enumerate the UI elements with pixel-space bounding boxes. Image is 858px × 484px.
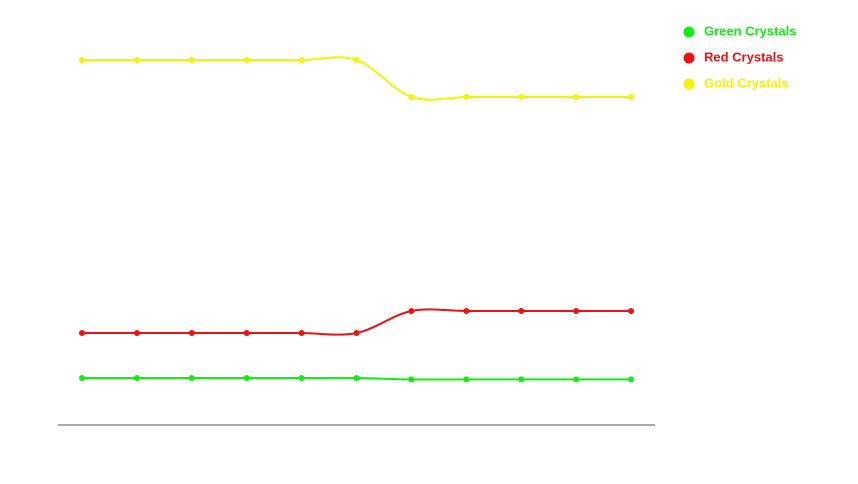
legend-marker — [683, 78, 695, 90]
data-point — [188, 375, 195, 381]
data-point — [243, 330, 250, 336]
data-point — [243, 57, 250, 63]
data-point — [628, 376, 634, 383]
legend-label: Green Crystals — [704, 23, 797, 38]
data-point — [463, 376, 470, 383]
data-point — [79, 57, 85, 63]
data-point — [408, 376, 415, 383]
data-point — [628, 94, 634, 100]
data-point — [188, 330, 195, 336]
data-point — [518, 376, 525, 383]
data-point — [518, 308, 525, 314]
data-point — [298, 57, 305, 63]
data-point — [353, 57, 360, 63]
data-point — [408, 94, 415, 100]
data-point — [573, 376, 580, 383]
data-point — [79, 330, 85, 336]
legend-label: Gold Crystals — [704, 75, 789, 90]
data-point — [188, 57, 195, 63]
data-point — [573, 94, 580, 100]
series-line — [82, 56, 631, 101]
data-point — [133, 375, 140, 381]
data-point — [518, 94, 525, 100]
data-point — [353, 375, 360, 381]
legend-marker — [683, 26, 695, 38]
data-point — [408, 308, 415, 314]
data-point — [463, 94, 470, 100]
data-point — [463, 308, 470, 314]
data-point — [628, 308, 634, 314]
data-point — [298, 375, 305, 381]
data-point — [573, 308, 580, 314]
data-point — [298, 330, 305, 336]
data-point — [353, 330, 360, 336]
data-point — [243, 375, 250, 381]
legend-marker — [683, 52, 695, 64]
data-point — [133, 57, 140, 63]
data-point — [79, 375, 85, 381]
data-point — [133, 330, 140, 336]
legend-label: Red Crystals — [704, 49, 783, 64]
